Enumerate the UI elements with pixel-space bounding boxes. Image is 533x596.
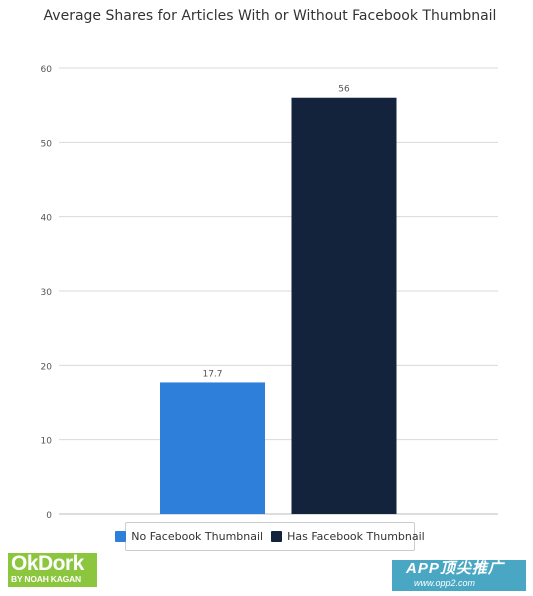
okdork-logo-subtitle: BY NOAH KAGAN [11,574,81,584]
legend-item-no-thumbnail[interactable]: No Facebook Thumbnail [115,530,263,543]
bar [291,97,397,514]
app-watermark-logo: APP顶尖推广 www.opp2.com [392,560,526,591]
y-tick-label: 40 [41,214,53,224]
legend-label-no-thumbnail: No Facebook Thumbnail [131,530,264,543]
okdork-logo-title: OkDork [11,552,84,575]
chart-legend: No Facebook Thumbnail Has Facebook Thumb… [115,522,425,551]
okdork-logo: OkDork BY NOAH KAGAN [8,553,97,587]
legend-label-has-thumbnail: Has Facebook Thumbnail [287,530,425,543]
legend-item-has-thumbnail[interactable]: Has Facebook Thumbnail [271,530,425,543]
bar [160,382,265,514]
y-tick-label: 0 [46,511,52,521]
bar-value-label: 17.7 [202,369,222,379]
y-tick-label: 10 [41,437,53,447]
app-watermark-title: APP顶尖推广 [406,560,504,577]
bar-value-label: 56 [338,85,350,95]
app-watermark-url: www.opp2.com [414,578,476,588]
chart-title: Average Shares for Articles With or With… [43,8,497,24]
y-tick-label: 30 [41,288,53,298]
legend-swatch-has-thumbnail [271,531,283,542]
y-tick-label: 60 [41,65,53,75]
legend-swatch-no-thumbnail [115,531,127,542]
y-tick-label: 20 [41,362,53,372]
y-tick-label: 50 [41,139,53,149]
